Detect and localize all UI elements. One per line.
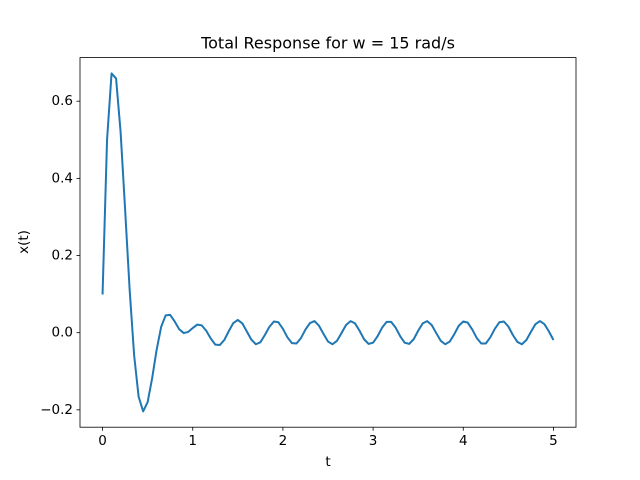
y-axis-label: x(t) xyxy=(16,230,32,254)
y-tick-label: 0.0 xyxy=(52,325,73,341)
x-axis-label: t xyxy=(325,454,330,470)
x-tick-label: 1 xyxy=(188,433,197,449)
x-tick-label: 2 xyxy=(279,433,288,449)
y-tick-label: −0.2 xyxy=(40,402,73,418)
y-tick-label: 0.4 xyxy=(52,170,73,186)
axes-frame xyxy=(79,57,577,428)
chart-title: Total Response for w = 15 rad/s xyxy=(200,34,455,53)
x-tick-label: 4 xyxy=(459,433,468,449)
x-tick-label: 3 xyxy=(369,433,378,449)
y-tick-label: 0.6 xyxy=(52,93,73,109)
x-tick-label: 0 xyxy=(98,433,107,449)
data-line xyxy=(101,72,555,413)
y-tick-label: 0.2 xyxy=(52,248,73,264)
x-tick-label: 5 xyxy=(549,433,558,449)
